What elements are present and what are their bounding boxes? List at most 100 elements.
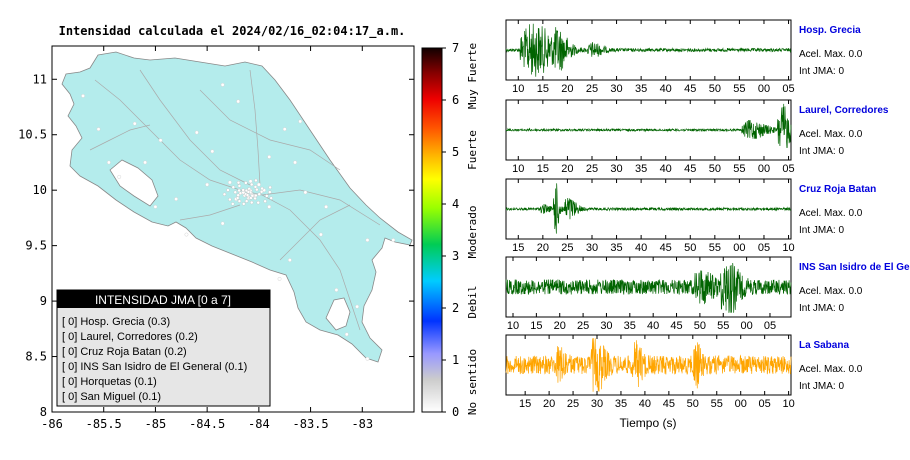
colorbar-label: Debil: [466, 285, 479, 318]
legend-title: INTENSIDAD JMA [0 a 7]: [95, 293, 231, 307]
station-marker: [237, 184, 242, 188]
station-marker: [256, 182, 261, 187]
trace-accel: Acel. Max. 0.0: [799, 49, 863, 60]
trace-tick-label: 50: [684, 242, 696, 254]
map-y-axis: 8 8.5 9 9.5 10 10.5 11: [18, 72, 414, 419]
trace-tick-label: 10: [512, 83, 524, 95]
trace-tick-label: 10: [782, 398, 794, 410]
station-marker: [231, 185, 236, 189]
trace-tick-label: 25: [586, 163, 598, 175]
trace-tick-label: 15: [537, 163, 549, 175]
station-marker: [220, 82, 225, 87]
station-marker: [303, 190, 308, 195]
station-marker: [253, 185, 258, 189]
trace-panel: 15 20 25 30 35 40 45 50 55 00 05 10 La Sabana Acel. M…: [505, 334, 863, 410]
map-x-tick-label: -83: [351, 417, 373, 431]
trace-tick-label: 45: [660, 242, 672, 254]
colorbar-tick-label: 3: [452, 249, 459, 263]
trace-tick-label: 55: [711, 398, 723, 410]
map-y-tick-label: 8: [40, 405, 47, 419]
trace-tick-label: 05: [758, 242, 770, 254]
trace-tick-label: 20: [561, 163, 573, 175]
station-marker: [365, 356, 370, 361]
station-marker: [238, 191, 243, 195]
station-marker: [220, 221, 225, 226]
trace-waveform: [505, 183, 792, 234]
trace-tick-label: 55: [717, 320, 729, 332]
station-marker: [174, 197, 179, 201]
colorbar-tick-label: 2: [452, 301, 459, 315]
station-marker: [143, 160, 147, 165]
colorbar-label: No sentido: [466, 349, 479, 415]
intensity-colorbar: 0 1 2 3 4 5 6 7 No sentido Debil Moderado Fuert…: [421, 41, 479, 419]
station-marker: [237, 199, 242, 203]
legend-item: [ 0] Cruz Roja Batan (0.2): [62, 346, 187, 358]
station-marker: [235, 196, 240, 200]
station-markers: [81, 82, 396, 361]
waveform-traces: 10 15 20 25 30 35 40 45 50 55 00 05 Hosp. Grecia Acel…: [505, 19, 910, 410]
trace-tick-label: 30: [586, 242, 598, 254]
station-marker: [268, 190, 272, 194]
colorbar-label: Fuerte: [466, 130, 479, 170]
trace-tick-label: 10: [782, 242, 794, 254]
trace-tick-label: 05: [782, 83, 794, 95]
trace-tick-label: 20: [543, 398, 555, 410]
trace-tick-label: 00: [758, 83, 770, 95]
station-marker: [298, 119, 303, 124]
trace-waveform: [505, 23, 792, 77]
trace-waveform: [505, 338, 792, 392]
trace-tick-label: 50: [709, 163, 721, 175]
map-x-tick-label: -84.5: [189, 417, 225, 431]
nicoya-gulf: [109, 159, 159, 207]
station-marker: [249, 182, 254, 187]
trace-tick-label: 40: [639, 398, 651, 410]
trace-tick-label: 20: [537, 242, 549, 254]
station-marker: [355, 304, 360, 309]
station-marker: [244, 181, 248, 185]
colorbar-label: Moderado: [466, 206, 479, 259]
trace-tick-label: 40: [660, 163, 672, 175]
map-y-tick-label: 10.5: [18, 128, 47, 142]
trace-tick-label: 30: [610, 83, 622, 95]
station-marker: [81, 94, 85, 98]
station-marker: [254, 178, 258, 183]
trace-tick-label: 35: [624, 320, 636, 332]
station-marker: [267, 204, 272, 209]
station-marker: [132, 121, 137, 126]
colorbar-tick-label: 6: [452, 93, 459, 107]
station-marker: [244, 199, 249, 203]
trace-station-name: Hosp. Grecia: [799, 25, 861, 36]
trace-panel: 15 20 25 30 35 40 45 50 55 00 05 10 Cruz Roja Batan A…: [505, 178, 876, 254]
station-marker: [237, 188, 241, 193]
station-marker: [254, 193, 258, 198]
station-marker: [259, 190, 264, 194]
station-marker: [277, 277, 282, 281]
trace-panel: 10 15 20 25 30 35 40 45 50 55 00 05 Hosp. Grecia Acel…: [505, 19, 863, 95]
map-y-tick-label: 11: [33, 72, 47, 86]
station-marker: [293, 160, 297, 165]
station-marker: [250, 200, 254, 205]
station-marker: [282, 127, 287, 132]
station-marker: [319, 232, 323, 237]
colorbar-gradient: [421, 47, 443, 413]
station-marker: [194, 130, 199, 135]
trace-tick-label: 05: [782, 163, 794, 175]
trace-waveform: [505, 103, 792, 148]
trace-tick-label: 35: [635, 83, 647, 95]
station-marker: [255, 187, 259, 192]
trace-intensity: Int JMA: 0: [799, 66, 844, 77]
station-marker: [233, 190, 237, 194]
map-x-axis: -86 -85.5 -85 -84.5 -84 -83.5 -83: [41, 46, 373, 431]
trace-tick-label: 30: [591, 398, 603, 410]
map-x-tick-label: -83.5: [293, 417, 329, 431]
station-marker: [265, 194, 269, 198]
station-marker: [236, 193, 240, 197]
colorbar-tick-label: 0: [452, 405, 459, 419]
trace-accel: Acel. Max. 0.0: [799, 286, 863, 297]
map-x-tick-label: -86: [41, 417, 63, 431]
station-marker: [227, 180, 232, 185]
trace-intensity: Int JMA: 0: [799, 225, 844, 236]
trace-intensity: Int JMA: 0: [799, 303, 844, 314]
legend-item: [ 0] INS San Isidro de El General (0.1): [62, 361, 247, 373]
